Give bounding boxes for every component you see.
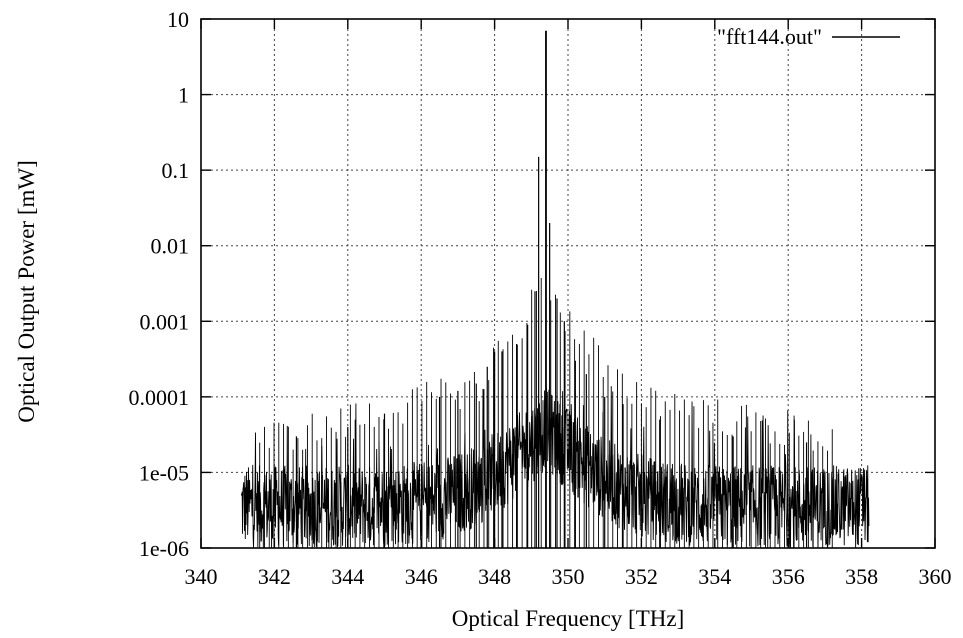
y-tick-label: 1 (178, 83, 189, 108)
y-tick-label: 10 (167, 7, 189, 32)
series-layer (240, 30, 870, 549)
tick-layer (200, 18, 936, 549)
x-axis-title: Optical Frequency [THz] (452, 606, 684, 631)
x-tick-label: 356 (772, 564, 805, 589)
y-tick-label: 0.001 (140, 309, 190, 334)
legend-label: "fft144.out" (717, 24, 822, 49)
x-tick-label: 352 (625, 564, 658, 589)
x-tick-labels: 340 342 344 346 348 350 352 354 356 358 360 (185, 564, 952, 589)
x-tick-label: 344 (331, 564, 364, 589)
x-tick-label: 342 (258, 564, 291, 589)
x-tick-label: 354 (698, 564, 731, 589)
y-tick-label: 0.01 (151, 234, 190, 259)
x-tick-label: 360 (919, 564, 952, 589)
grid-layer (201, 19, 935, 548)
y-tick-label: 1e-05 (139, 460, 189, 485)
y-tick-label: 1e-06 (139, 536, 189, 561)
x-tick-label: 340 (185, 564, 218, 589)
x-tick-label: 358 (845, 564, 878, 589)
x-tick-label: 348 (478, 564, 511, 589)
x-tick-label: 350 (552, 564, 585, 589)
y-axis-title: Optical Output Power [mW] (14, 160, 39, 423)
series-sidemode-comb (259, 278, 833, 548)
x-tick-label: 346 (405, 564, 438, 589)
y-tick-label: 0.0001 (129, 385, 190, 410)
plot-frame (200, 18, 936, 549)
y-tick-label: 0.1 (162, 158, 190, 183)
legend: "fft144.out" (717, 24, 900, 49)
y-tick-labels: 1e-06 1e-05 0.0001 0.001 0.01 0.1 1 10 (129, 7, 190, 561)
